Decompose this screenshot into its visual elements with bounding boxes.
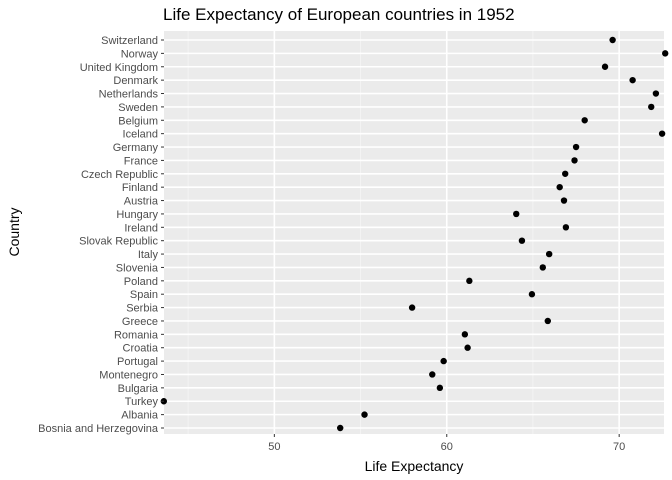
y-tick-label: Bulgaria bbox=[118, 383, 159, 395]
data-point bbox=[662, 50, 669, 57]
y-tick-label: Norway bbox=[121, 48, 159, 60]
data-point bbox=[609, 36, 616, 44]
data-point bbox=[658, 130, 666, 137]
y-tick-label: Czech Republic bbox=[81, 169, 159, 181]
y-tick-label: Serbia bbox=[126, 303, 159, 315]
y-tick-label: Sweden bbox=[118, 102, 158, 114]
data-point bbox=[601, 63, 609, 70]
y-tick-label: France bbox=[124, 155, 158, 167]
data-point bbox=[648, 103, 655, 111]
data-point bbox=[560, 197, 568, 204]
y-tick-label: Austria bbox=[124, 196, 159, 208]
y-tick-label: Italy bbox=[138, 249, 159, 261]
y-tick-label: Belgium bbox=[118, 115, 158, 127]
y-tick-label: Switzerland bbox=[101, 35, 158, 47]
data-point bbox=[544, 317, 551, 325]
x-axis-title: Life Expectancy bbox=[365, 458, 464, 474]
data-point bbox=[556, 183, 563, 191]
plot-panel bbox=[164, 31, 664, 434]
data-point bbox=[545, 250, 553, 258]
x-tick-label: 70 bbox=[613, 441, 625, 453]
y-tick-label: Spain bbox=[130, 289, 158, 301]
data-point bbox=[429, 371, 436, 378]
x-tick-label: 50 bbox=[268, 441, 280, 453]
y-tick-label: Ireland bbox=[124, 222, 158, 234]
y-tick-label: Denmark bbox=[113, 75, 158, 87]
y-tick-label: Slovenia bbox=[116, 262, 159, 274]
x-axis: 50 60 70 bbox=[268, 434, 625, 453]
data-point bbox=[572, 143, 580, 151]
data-point bbox=[652, 90, 660, 97]
y-tick-label: Germany bbox=[113, 142, 159, 154]
x-tick-label: 60 bbox=[441, 441, 453, 453]
y-tick-label: Slovak Republic bbox=[79, 236, 158, 248]
data-point bbox=[466, 277, 473, 285]
y-tick-label: Netherlands bbox=[99, 89, 159, 101]
data-point bbox=[518, 237, 526, 244]
data-point bbox=[337, 424, 344, 432]
data-point bbox=[461, 331, 469, 338]
data-point bbox=[629, 76, 636, 84]
gridlines bbox=[164, 31, 664, 434]
data-point bbox=[436, 384, 444, 392]
y-tick-label: Iceland bbox=[123, 129, 158, 141]
data-points bbox=[160, 36, 669, 432]
y-tick-label: Turkey bbox=[125, 396, 159, 408]
y-tick-label: Poland bbox=[124, 276, 158, 288]
chart-title: Life Expectancy of European countries in… bbox=[163, 5, 515, 24]
data-point bbox=[562, 170, 569, 177]
data-point bbox=[562, 224, 570, 231]
y-tick-label: Portugal bbox=[117, 356, 158, 368]
data-point bbox=[408, 304, 416, 311]
y-tick-label: Montenegro bbox=[99, 369, 158, 381]
data-point bbox=[528, 291, 536, 298]
data-point bbox=[581, 117, 588, 124]
y-tick-label: Croatia bbox=[123, 343, 159, 355]
data-point bbox=[361, 411, 368, 418]
y-tick-label: Romania bbox=[114, 329, 159, 341]
data-point bbox=[513, 210, 520, 218]
y-axis-title: Country bbox=[6, 207, 22, 256]
y-tick-label: Albania bbox=[121, 410, 159, 422]
y-tick-label: United Kingdom bbox=[80, 62, 158, 74]
y-tick-label: Bosnia and Herzegovina bbox=[38, 423, 159, 435]
data-point bbox=[464, 344, 471, 351]
data-point bbox=[539, 264, 546, 271]
y-tick-label: Greece bbox=[122, 316, 158, 328]
y-tick-label: Finland bbox=[122, 182, 158, 194]
data-point bbox=[440, 357, 447, 365]
data-point bbox=[571, 157, 578, 164]
y-tick-label: Hungary bbox=[116, 209, 158, 221]
